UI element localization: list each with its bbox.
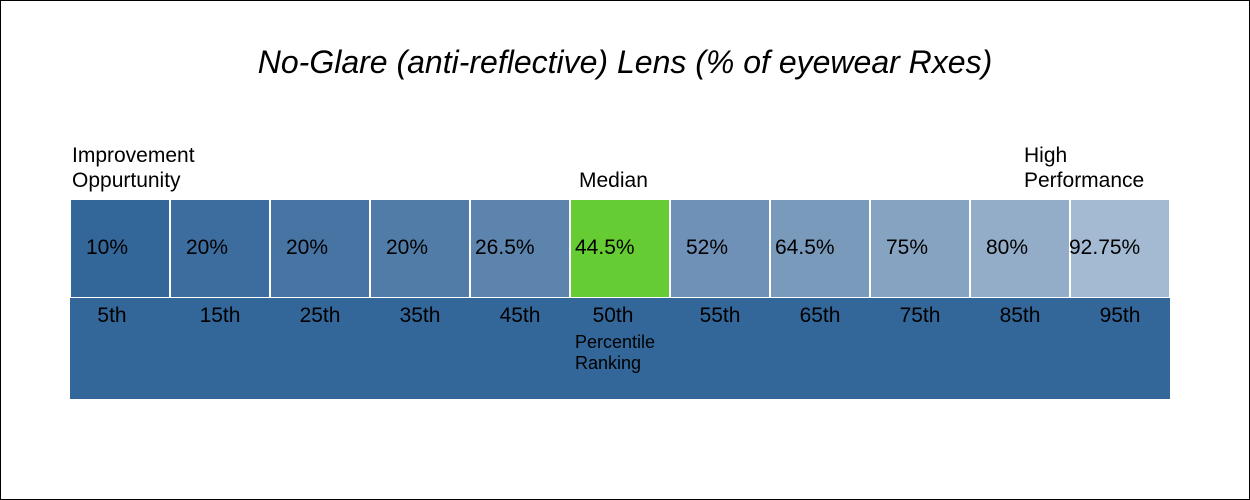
value-label: 44.5% (575, 236, 635, 259)
percentile-tick-label: 5th (97, 304, 127, 327)
percentile-band (70, 298, 1170, 399)
value-label: 20% (186, 236, 229, 259)
value-cell: 64.5% (770, 199, 870, 298)
value-label: 92.75% (1069, 236, 1141, 259)
value-label: 10% (86, 236, 129, 259)
percentile-ranking-label: Percentile Ranking (575, 332, 656, 373)
percentile-tick-label: 95th (1099, 304, 1141, 327)
value-label: 20% (386, 236, 429, 259)
percentile-tick-label: 25th (299, 304, 341, 327)
value-cells: 10% 20% 20% 20% 26.5% 44.5% 52% 64.5% 75% 80% 92.7… (70, 199, 1170, 298)
percentile-tick-label: 35th (399, 304, 441, 327)
chart-title: No-Glare (anti-reflective) Lens (% of ey… (257, 44, 993, 80)
value-label: 80% (986, 236, 1029, 259)
value-cell: 52% (670, 199, 770, 298)
value-cell: 26.5% (470, 199, 570, 298)
value-cell: 92.75% (1069, 199, 1170, 298)
value-cell: 20% (170, 199, 270, 298)
percentile-tick-label: 75th (899, 304, 941, 327)
median-label: Median (579, 169, 648, 192)
value-cell: 20% (270, 199, 370, 298)
value-cell: 44.5% (570, 199, 670, 298)
value-label: 75% (886, 236, 929, 259)
value-cell: 80% (970, 199, 1070, 298)
value-cell: 75% (870, 199, 970, 298)
value-label: 20% (286, 236, 329, 259)
percentile-tick-label: 45th (499, 304, 541, 327)
value-cell: 20% (370, 199, 470, 298)
high-performance-label: High Performance (1024, 144, 1145, 192)
percentile-tick-label: 55th (699, 304, 741, 327)
improvement-opportunity-label: Improvement Oppurtunity (72, 144, 195, 192)
value-label: 64.5% (775, 236, 835, 259)
percentile-tick-label: 65th (799, 304, 841, 327)
percentile-tick-label: 50th (592, 304, 634, 327)
value-cell: 10% (70, 199, 170, 298)
percentile-tick-label: 15th (199, 304, 241, 327)
percentile-tick-label: 85th (999, 304, 1041, 327)
value-label: 52% (686, 236, 729, 259)
value-label: 26.5% (475, 236, 535, 259)
